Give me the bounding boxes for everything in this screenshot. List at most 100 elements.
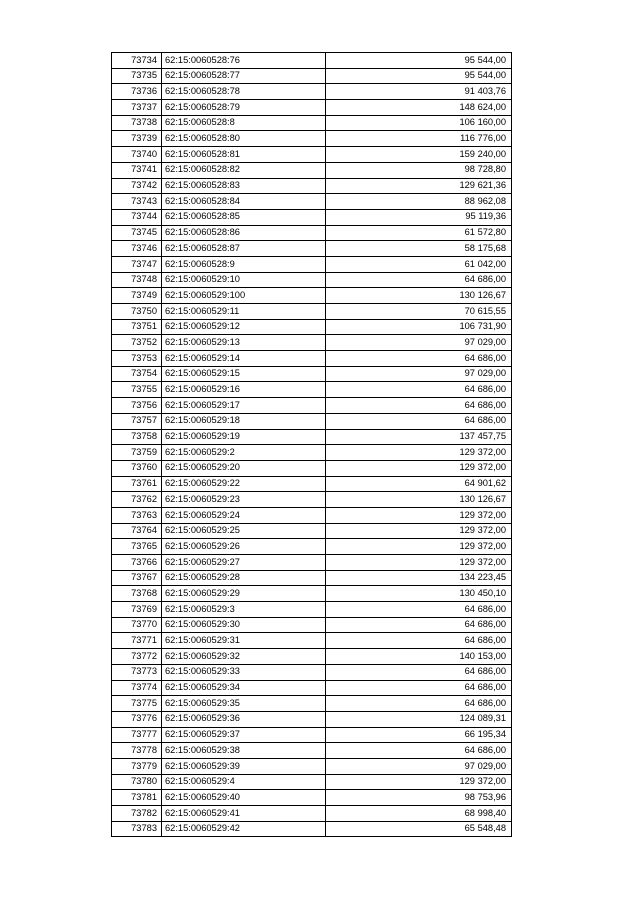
row-number-cell: 73777 — [111, 726, 162, 744]
cadastral-number-cell: 62:15:0060529:18 — [161, 412, 326, 430]
cadastral-value-cell: 65 548,48 — [325, 820, 512, 838]
cadastral-value-cell: 58 175,68 — [325, 240, 512, 257]
row-number-cell: 73770 — [111, 616, 162, 634]
cadastral-number-cell: 62:15:0060529:23 — [161, 491, 326, 508]
row-number-cell: 73735 — [111, 67, 162, 85]
row-number-cell: 73760 — [111, 459, 162, 477]
row-number-cell: 73745 — [111, 224, 162, 242]
row-number-cell: 73757 — [111, 412, 162, 430]
row-number-cell: 73781 — [111, 789, 162, 806]
cadastral-number-cell: 62:15:0060529:13 — [161, 334, 326, 352]
cadastral-number-cell: 62:15:0060529:20 — [161, 459, 326, 477]
cadastral-value-cell: 61 572,80 — [325, 224, 512, 242]
cadastral-value-cell: 129 372,00 — [325, 522, 512, 540]
row-number-cell: 73744 — [111, 208, 162, 226]
cadastral-number-cell: 62:15:0060528:80 — [161, 130, 326, 148]
cadastral-number-cell: 62:15:0060529:41 — [161, 805, 326, 822]
cadastral-value-cell: 95 544,00 — [325, 52, 512, 69]
cadastral-value-cell: 64 901,62 — [325, 475, 512, 493]
cadastral-value-cell: 64 686,00 — [325, 632, 512, 650]
cadastral-number-cell: 62:15:0060529:27 — [161, 554, 326, 571]
cadastral-number-cell: 62:15:0060529:26 — [161, 538, 326, 555]
row-number-cell: 73752 — [111, 334, 162, 352]
row-number-cell: 73776 — [111, 710, 162, 728]
cadastral-value-cell: 98 753,96 — [325, 789, 512, 806]
cadastral-value-cell: 97 029,00 — [325, 365, 512, 383]
cadastral-number-cell: 62:15:0060529:28 — [161, 569, 326, 587]
cadastral-value-cell: 64 686,00 — [325, 397, 512, 414]
cadastral-value-cell: 129 372,00 — [325, 459, 512, 477]
row-number-cell: 73772 — [111, 648, 162, 665]
cadastral-number-cell: 62:15:0060529:38 — [161, 742, 326, 759]
table-row: 73745 62:15:0060528:86 61 572,80 — [111, 224, 512, 242]
cadastral-number-cell: 62:15:0060528:76 — [161, 52, 326, 69]
cadastral-number-cell: 62:15:0060529:19 — [161, 428, 326, 446]
cadastral-number-cell: 62:15:0060529:100 — [161, 287, 326, 304]
cadastral-value-cell: 95 544,00 — [325, 67, 512, 85]
row-number-cell: 73750 — [111, 303, 162, 320]
row-number-cell: 73747 — [111, 255, 162, 273]
cadastral-value-cell: 70 615,55 — [325, 303, 512, 320]
cadastral-number-cell: 62:15:0060529:22 — [161, 475, 326, 493]
cadastral-value-cell: 129 621,36 — [325, 177, 512, 195]
table-row: 73735 62:15:0060528:77 95 544,00 — [111, 67, 512, 85]
cadastral-number-cell: 62:15:0060529:14 — [161, 350, 326, 367]
cadastral-number-cell: 62:15:0060529:37 — [161, 726, 326, 744]
row-number-cell: 73753 — [111, 350, 162, 367]
row-number-cell: 73751 — [111, 318, 162, 336]
table-row: 73739 62:15:0060528:80 116 776,00 — [111, 130, 512, 148]
table-row: 73743 62:15:0060528:84 88 962,08 — [111, 193, 512, 210]
table-row: 73742 62:15:0060528:83 129 621,36 — [111, 177, 512, 195]
cadastral-value-cell: 137 457,75 — [325, 428, 512, 446]
cadastral-value-cell: 134 223,45 — [325, 569, 512, 587]
row-number-cell: 73768 — [111, 585, 162, 603]
cadastral-number-cell: 62:15:0060528:8 — [161, 114, 326, 132]
cadastral-value-cell: 129 372,00 — [325, 506, 512, 524]
row-number-cell: 73754 — [111, 365, 162, 383]
cadastral-number-cell: 62:15:0060528:84 — [161, 193, 326, 210]
cadastral-number-cell: 62:15:0060528:9 — [161, 255, 326, 273]
cadastral-number-cell: 62:15:0060529:36 — [161, 710, 326, 728]
cadastral-number-cell: 62:15:0060529:15 — [161, 365, 326, 383]
cadastral-value-cell: 130 450,10 — [325, 585, 512, 603]
table-row: 73776 62:15:0060529:36 124 089,31 — [111, 710, 512, 728]
table-row: 73774 62:15:0060529:34 64 686,00 — [111, 679, 512, 697]
cadastral-value-cell: 64 686,00 — [325, 679, 512, 697]
cadastral-value-cell: 140 153,00 — [325, 648, 512, 665]
table-row: 73773 62:15:0060529:33 64 686,00 — [111, 663, 512, 681]
row-number-cell: 73775 — [111, 695, 162, 712]
row-number-cell: 73740 — [111, 146, 162, 163]
table-row: 73750 62:15:0060529:11 70 615,55 — [111, 303, 512, 320]
cadastral-number-cell: 62:15:0060529:31 — [161, 632, 326, 650]
cadastral-value-cell: 88 962,08 — [325, 193, 512, 210]
cadastral-value-cell: 64 686,00 — [325, 695, 512, 712]
cadastral-value-cell: 64 686,00 — [325, 350, 512, 367]
cadastral-number-cell: 62:15:0060528:78 — [161, 83, 326, 101]
cadastral-value-cell: 64 686,00 — [325, 601, 512, 618]
cadastral-values-table: 73734 62:15:0060528:76 95 544,00 73735 62:15… — [111, 52, 512, 838]
cadastral-value-cell: 64 686,00 — [325, 663, 512, 681]
row-number-cell: 73756 — [111, 397, 162, 414]
table-row: 73769 62:15:0060529:3 64 686,00 — [111, 601, 512, 618]
row-number-cell: 73739 — [111, 130, 162, 148]
table-row: 73741 62:15:0060528:82 98 728,80 — [111, 161, 512, 179]
row-number-cell: 73743 — [111, 193, 162, 210]
table-row: 73771 62:15:0060529:31 64 686,00 — [111, 632, 512, 650]
table-row: 73766 62:15:0060529:27 129 372,00 — [111, 554, 512, 571]
cadastral-number-cell: 62:15:0060529:34 — [161, 679, 326, 697]
cadastral-value-cell: 61 042,00 — [325, 255, 512, 273]
cadastral-number-cell: 62:15:0060529:2 — [161, 444, 326, 461]
table-row: 73772 62:15:0060529:32 140 153,00 — [111, 648, 512, 665]
cadastral-number-cell: 62:15:0060529:12 — [161, 318, 326, 336]
cadastral-number-cell: 62:15:0060529:11 — [161, 303, 326, 320]
cadastral-value-cell: 130 126,67 — [325, 491, 512, 508]
table-row: 73762 62:15:0060529:23 130 126,67 — [111, 491, 512, 508]
row-number-cell: 73767 — [111, 569, 162, 587]
cadastral-value-cell: 159 240,00 — [325, 146, 512, 163]
table-row: 73760 62:15:0060529:20 129 372,00 — [111, 459, 512, 477]
row-number-cell: 73738 — [111, 114, 162, 132]
table-row: 73737 62:15:0060528:79 148 624,00 — [111, 99, 512, 116]
cadastral-number-cell: 62:15:0060529:17 — [161, 397, 326, 414]
cadastral-value-cell: 64 686,00 — [325, 616, 512, 634]
